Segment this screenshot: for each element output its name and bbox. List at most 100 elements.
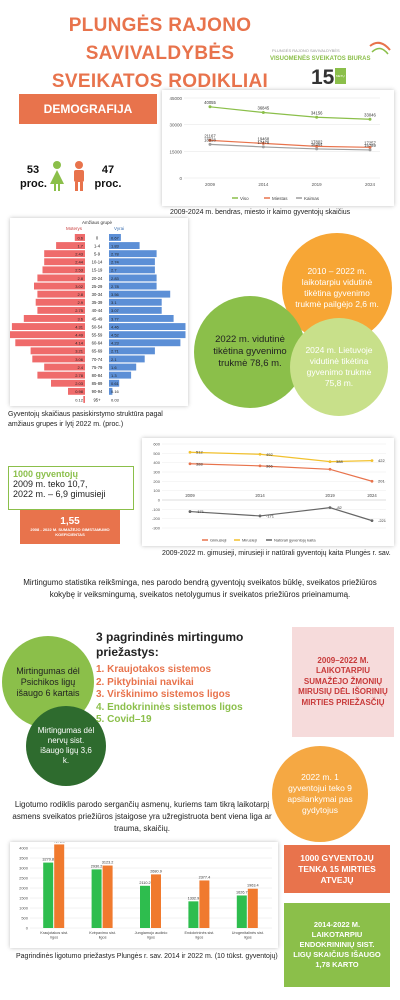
pyramid-caption: Gyventojų skaičiaus pasiskirstymo strukt… <box>8 411 163 428</box>
legend-label: Gimusieji <box>210 538 227 543</box>
bar-women <box>23 315 85 322</box>
value-label-men: 2.7 <box>111 268 117 273</box>
title-line-1: PLUNGĖS RAJONO SAVIVALDYBĖS <box>68 15 252 64</box>
bar-women <box>44 250 85 258</box>
population-caption: 2009-2024 m. bendras, miesto ir kaimo gy… <box>170 209 351 216</box>
data-label: 2110.2 <box>139 881 150 885</box>
bar-women <box>51 379 85 387</box>
cause-item: 2. Piktybiniai navikai <box>96 676 194 688</box>
value-label-men: 3.56 <box>111 292 120 297</box>
value-label-women: 2.43 <box>75 252 84 257</box>
value-label-men: 2.78 <box>111 284 120 289</box>
y-tick-label: 3000 <box>19 866 29 871</box>
bar-women <box>37 274 85 282</box>
bar-women <box>44 363 85 371</box>
value-label-women: 4.31 <box>75 324 84 329</box>
value-label-men: 2.74 <box>111 260 120 265</box>
section-demografija: DEMOGRAFIJA <box>19 94 157 124</box>
bar-men <box>109 339 181 347</box>
doctor-visits-circle: 2022 m. 1 gyventojui teko 9 apsilankymai… <box>272 746 368 842</box>
age-group-label: 95+ <box>93 397 101 402</box>
data-label: 3123.2 <box>102 861 114 865</box>
data-label: 15789 <box>364 143 376 148</box>
age-group-label: 20-24 <box>92 276 103 281</box>
y-tick-label: 0 <box>179 176 182 181</box>
logo-metai: METŲ <box>336 74 345 78</box>
bar-men <box>109 274 157 282</box>
value-label-women: 2.8 <box>77 292 83 297</box>
y-tick-label: 15000 <box>169 149 182 154</box>
age-group-label: 10-14 <box>92 260 103 265</box>
legend-label: Natūrali gyventojų kaita <box>274 538 316 543</box>
bar-women <box>35 298 85 306</box>
data-label: 2377.4 <box>199 875 211 879</box>
data-label: 19468 <box>258 136 270 141</box>
age-group-label: 15-19 <box>92 268 103 273</box>
pyramid-chart: Moterys Amžiaus grupė Vyrai 0 0.6 0.67 1-4 1.7 1… <box>8 218 188 406</box>
causes-title: 3 pagrindinės mirtingumo priežastys: <box>96 630 244 659</box>
category-label: Jungiamojo audinio <box>135 931 168 935</box>
bar-men <box>109 258 155 266</box>
age-group-label: 50-54 <box>92 324 103 329</box>
category-label: Urogenitalinės sist. <box>232 931 264 935</box>
bar-men <box>109 355 145 363</box>
value-label-women: 3.06 <box>75 357 84 362</box>
bar <box>151 874 161 928</box>
male-pct: 47 proc. <box>93 163 123 191</box>
data-label: 33046 <box>364 112 376 117</box>
bar <box>188 901 199 928</box>
y-tick-label: 0 <box>26 926 29 931</box>
bar <box>236 895 247 928</box>
title-line-2: SVEIKATOS RODIKLIAI <box>51 71 269 92</box>
data-label: 17257 <box>364 140 376 145</box>
category-label: Kvėpavimo sist. <box>89 931 116 935</box>
data-label: -171 <box>196 509 205 514</box>
age-group-label: 80-84 <box>92 373 103 378</box>
morbidity-paragraph: Ligotumo rodiklis parodo sergančių asmen… <box>12 800 272 833</box>
y-tick-label: -300 <box>152 526 161 531</box>
data-label: 512 <box>196 450 203 455</box>
y-tick-label: 100 <box>153 488 160 493</box>
value-label-men: 3.1 <box>111 300 117 305</box>
value-label-women: 2.78 <box>75 373 84 378</box>
age-group-label: 25-29 <box>92 284 103 289</box>
age-group-label: 35-39 <box>92 300 103 305</box>
age-group-label: 40-44 <box>92 308 103 313</box>
y-tick-label: 4000 <box>19 846 29 851</box>
data-point <box>261 110 265 114</box>
female-icon <box>50 161 64 191</box>
data-point <box>188 510 192 513</box>
y-tick-label: 1000 <box>19 906 29 911</box>
y-tick-label: 2500 <box>19 876 29 881</box>
value-label-women: 0.12 <box>75 397 84 402</box>
data-point <box>315 144 319 148</box>
value-label-men: 4.52 <box>111 333 120 338</box>
data-label: -82 <box>336 505 343 510</box>
population-chart: 0 15000 30000 45000 2009 2014 2019 2024 40055 368… <box>162 90 394 206</box>
bar-women <box>37 371 85 379</box>
data-label: -221 <box>378 518 387 523</box>
data-point <box>315 115 319 119</box>
life-expectancy-2022-circle: 2022 m. vidutinė tikėtina gyvenimo trukm… <box>194 296 306 408</box>
age-group-label: 85-89 <box>92 381 103 386</box>
data-point <box>368 117 372 121</box>
age-group-label: 90-94 <box>92 389 103 394</box>
x-tick-label: 2009 <box>185 493 195 498</box>
value-label-women: 2.44 <box>75 260 84 265</box>
logo-number: 15 <box>311 66 335 88</box>
series-line <box>209 143 371 151</box>
data-label: 492 <box>266 452 273 457</box>
value-label-women: 2.75 <box>75 308 84 313</box>
legend-label: Kaimas <box>304 196 320 201</box>
value-label-men: 2.78 <box>111 252 120 257</box>
bar-men <box>109 234 121 241</box>
births-chart: -300 -200 -100 0 100 200 300 400 500 600 2009 2014 2… <box>142 438 394 546</box>
data-point <box>328 467 332 471</box>
y-tick-label: 200 <box>153 479 160 484</box>
data-label: 388 <box>336 459 343 464</box>
female-pct: 53 proc. <box>20 163 47 191</box>
value-label-men: 4.23 <box>111 341 120 346</box>
data-point <box>258 464 262 468</box>
bar <box>140 885 150 928</box>
